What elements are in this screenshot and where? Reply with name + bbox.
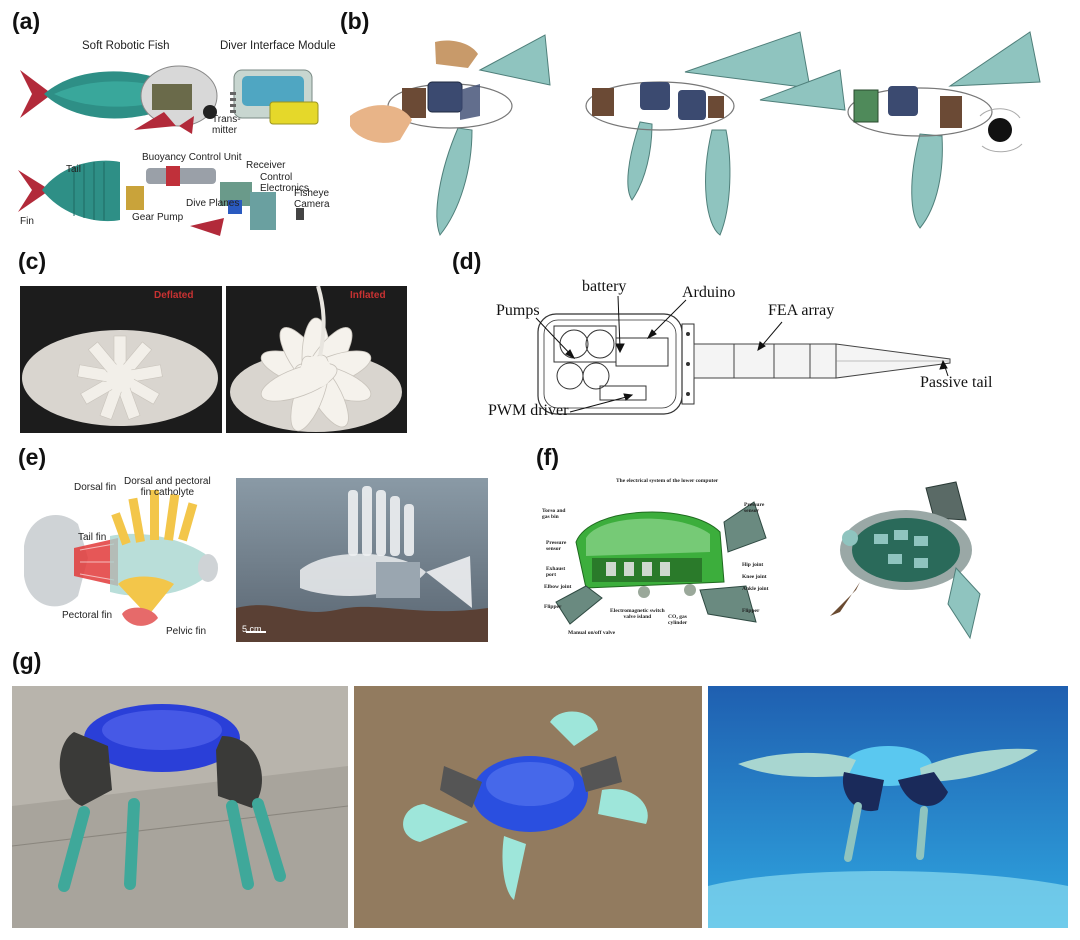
turtle-robot-on-ground-photo — [354, 686, 702, 928]
label-transmitter: Trans- mitter — [212, 114, 241, 136]
label-tail: Tail — [66, 164, 82, 175]
label-elbow-joint: Elbow joint — [544, 584, 572, 590]
soft-robotic-fish-illustration — [18, 65, 319, 236]
label-battery: battery — [582, 278, 627, 295]
label-co2-cylinder: CO₂ gas cylinder — [668, 614, 688, 626]
label-soft-robotic-fish: Soft Robotic Fish — [82, 40, 170, 52]
turtle-robot-on-pavement-photo — [12, 686, 348, 928]
label-pumps: Pumps — [496, 302, 540, 319]
label-pelvic-fin: Pelvic fin — [166, 626, 207, 637]
label-pressure-sensor-left: Pressure sensor — [546, 540, 567, 552]
label-dive-planes: Dive Planes — [186, 198, 240, 209]
label-receiver: Receiver — [246, 160, 286, 171]
label-hip-joint: Hip joint — [742, 562, 764, 568]
turtle-cad-model-1 — [350, 34, 551, 236]
label-pectoral-fin: Pectoral fin — [62, 610, 113, 621]
label-dorsal-fin: Dorsal fin — [74, 482, 117, 493]
label-fisheye-camera: Fisheye Camera — [294, 188, 330, 210]
label-fea-array: FEA array — [768, 302, 835, 319]
label-dorsal-pectoral-catholyte: Dorsal and pectoral fin catholyte — [124, 476, 211, 498]
label-manual-valve: Manual on/off valve — [568, 630, 616, 636]
panel-label-e: (e) — [18, 444, 47, 470]
panel-label-d: (d) — [452, 248, 482, 274]
label-ankle-joint: Ankle joint — [742, 586, 769, 592]
label-knee-joint: Knee joint — [742, 574, 767, 580]
panel-d-schematic: battery Arduino Pumps FEA array PWM driv… — [470, 278, 1030, 428]
label-control-electronics: Control Electronics — [260, 172, 309, 194]
label-flipper-right: Flipper — [742, 608, 760, 614]
turtle-robot-render — [830, 478, 990, 644]
panel-label-c: (c) — [18, 248, 47, 274]
label-exhaust-port: Exhaust port — [546, 566, 566, 578]
label-passive-tail: Passive tail — [920, 374, 993, 391]
panel-a-figure: Soft Robotic Fish Diver Interface Module… — [14, 40, 336, 240]
deflated-actuator-photo: Deflated — [20, 286, 222, 433]
panel-label-a: (a) — [12, 8, 41, 34]
inflated-actuator-photo: Inflated — [226, 286, 407, 433]
label-pressure-sensor-right: Pressure sensor — [744, 502, 765, 514]
label-gear-pump: Gear Pump — [132, 212, 184, 223]
label-buoyancy-control-unit: Buoyancy Control Unit — [142, 152, 242, 163]
label-torso-gas-bin: Torso and gas bin — [542, 508, 566, 520]
lionfish-robot-photo: 5 cm — [236, 478, 488, 642]
label-fin: Fin — [20, 216, 34, 227]
label-inflated: Inflated — [350, 290, 386, 301]
label-flipper-left: Flipper — [544, 604, 562, 610]
label-pwm-driver: PWM driver — [488, 402, 569, 419]
turtle-cad-model-2 — [585, 31, 846, 236]
label-scale-bar: 5 cm — [242, 624, 262, 634]
turtle-robot-underwater-photo — [708, 686, 1068, 928]
label-diver-interface-module: Diver Interface Module — [220, 40, 336, 52]
panel-label-g: (g) — [12, 648, 42, 674]
panel-e-lionfish-diagram: Dorsal fin Dorsal and pectoral fin catho… — [18, 476, 228, 642]
panel-f-turtle-diagram: The electrical system of the lower compu… — [540, 478, 780, 644]
panel-label-f: (f) — [536, 444, 559, 470]
label-tail-fin: Tail fin — [78, 532, 107, 543]
label-electromagnetic-valve: Electromagnetic switch valve island — [610, 608, 665, 620]
label-electrical-system: The electrical system of the lower compu… — [616, 478, 719, 484]
label-deflated: Deflated — [154, 290, 194, 301]
turtle-cad-model-3 — [847, 31, 1041, 229]
panel-b-figure — [340, 30, 1070, 240]
panel-label-b: (b) — [340, 8, 370, 34]
label-arduino: Arduino — [682, 284, 736, 301]
